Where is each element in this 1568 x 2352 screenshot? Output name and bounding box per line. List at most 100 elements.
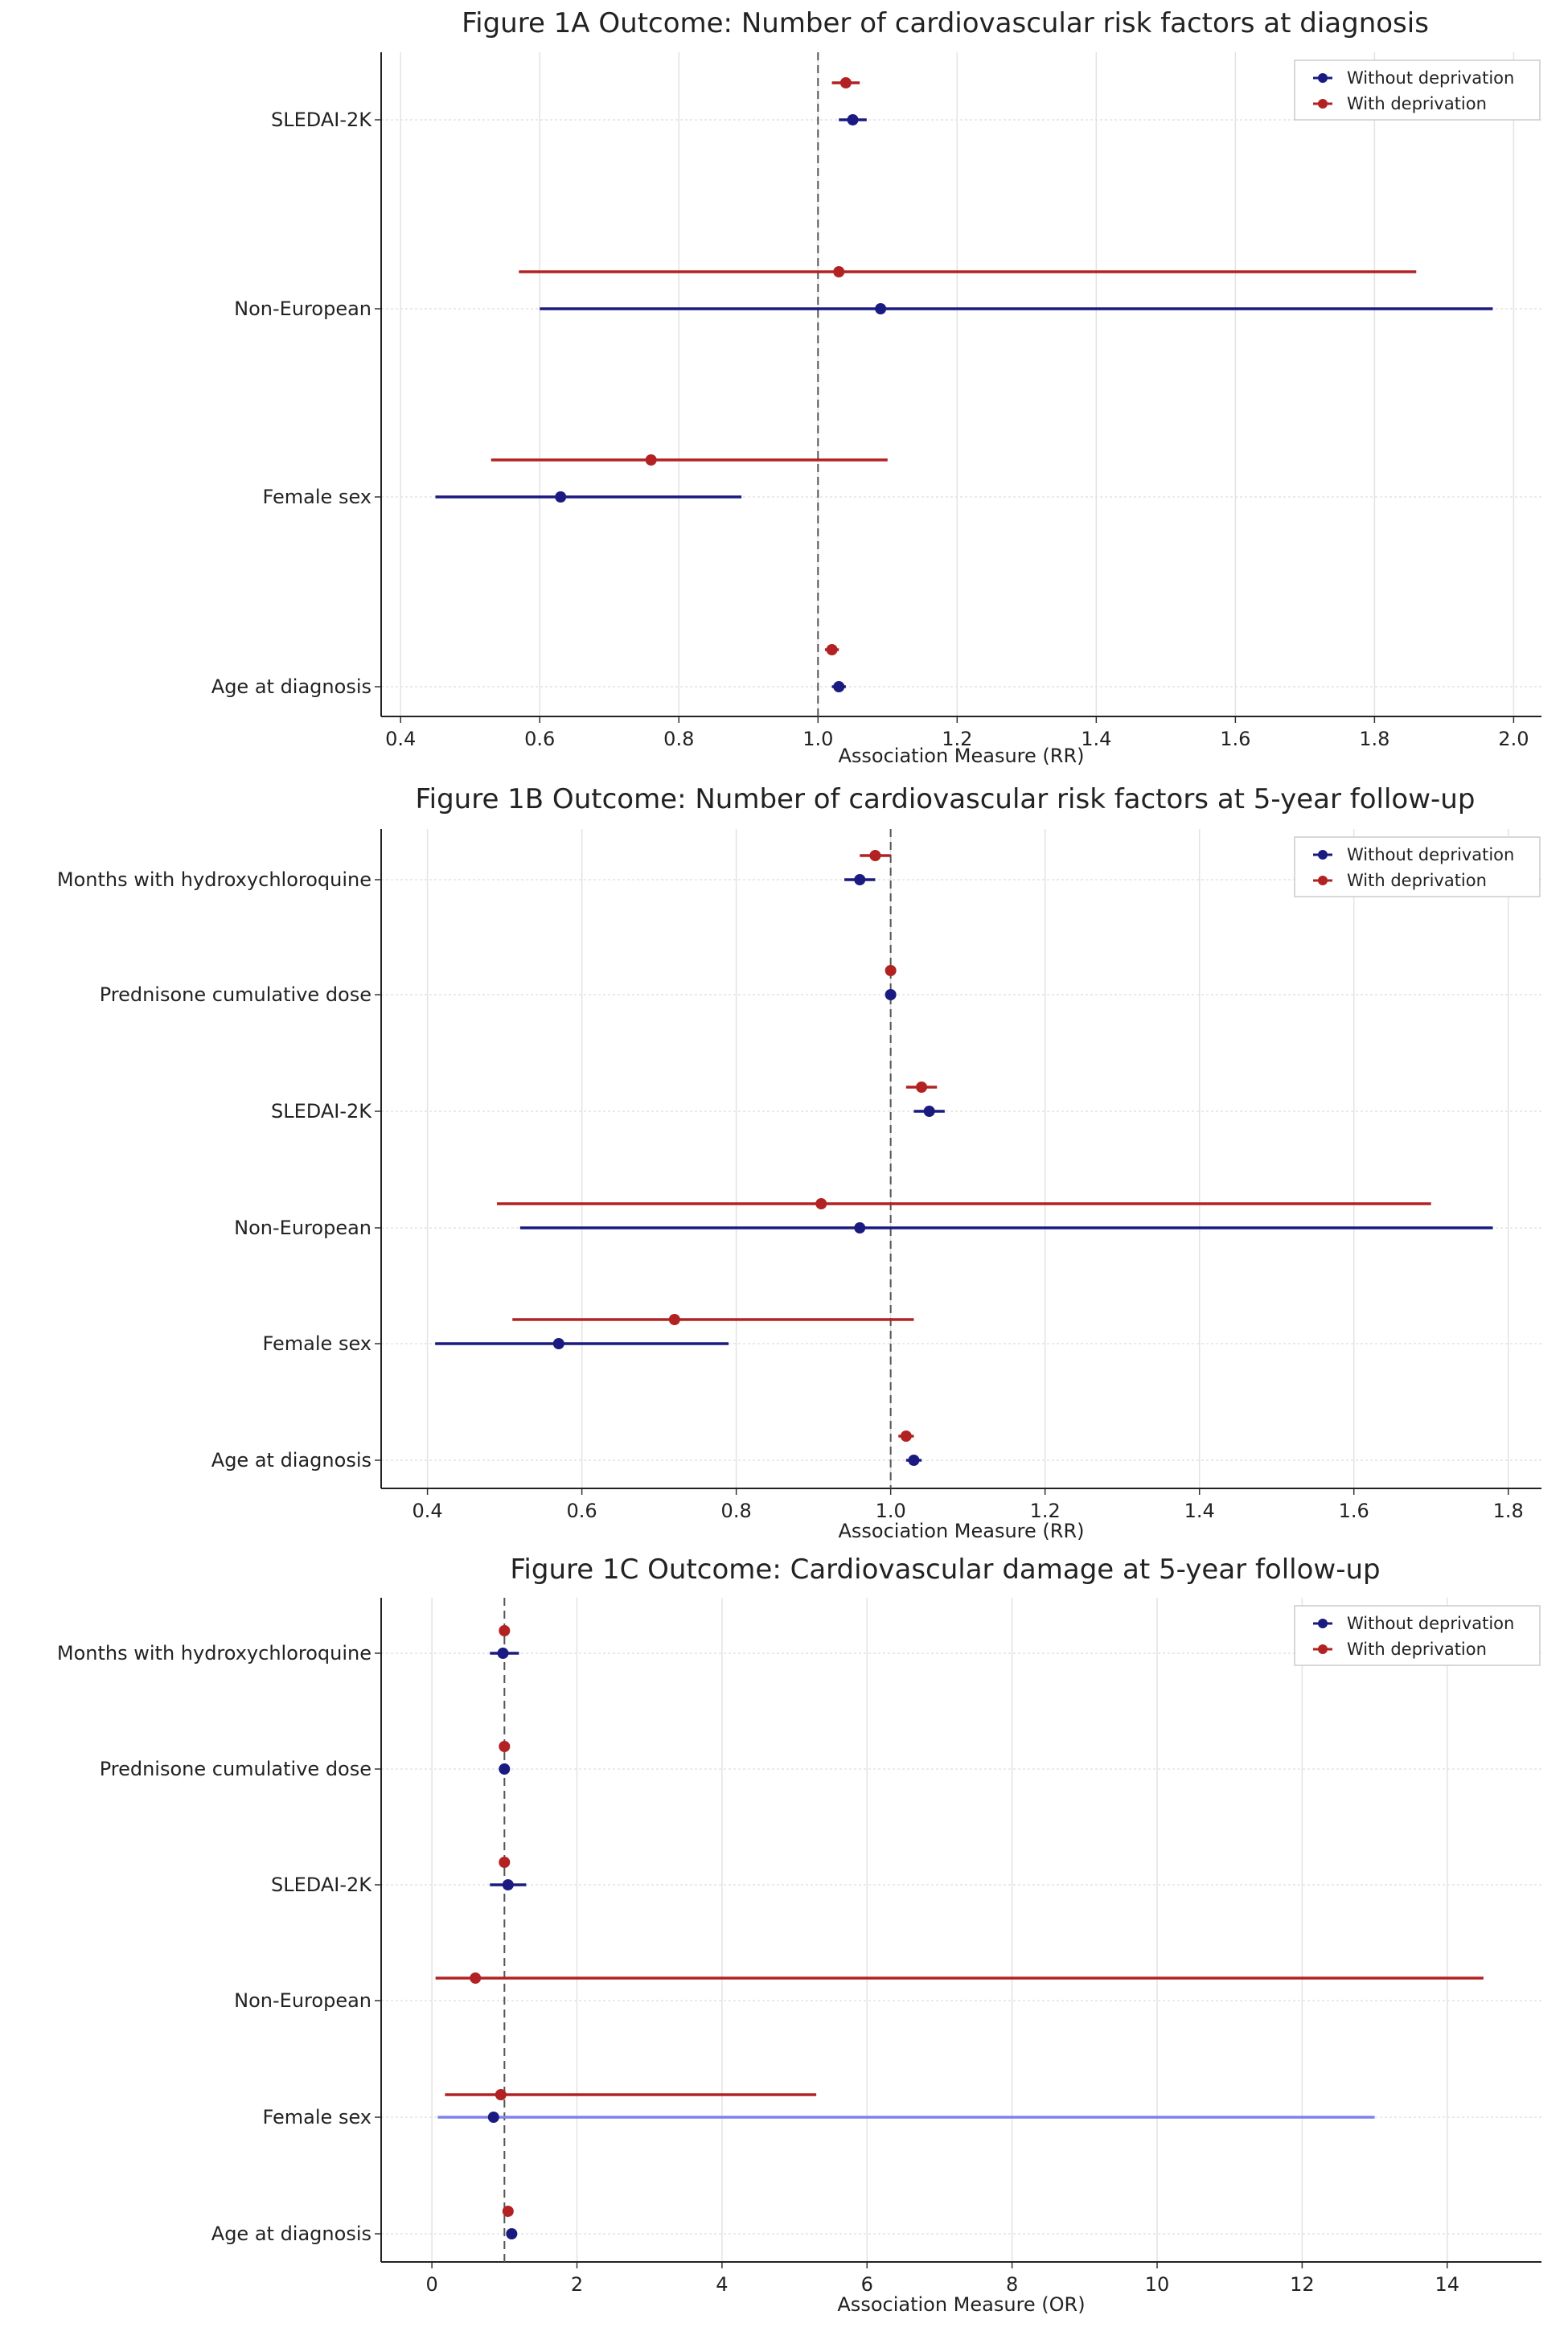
x-tick-label: 2 [571, 2273, 583, 2296]
legend-without-marker [1318, 73, 1328, 83]
without-deprivation-point [497, 1648, 509, 1659]
legend-box [1294, 836, 1541, 897]
x-tick-label: 0.4 [413, 1500, 443, 1522]
x-axis-label: Association Measure (RR) [839, 1520, 1085, 1542]
chart-title: Figure 1C Outcome: Cardiovascular damage… [510, 1554, 1380, 1586]
without-deprivation-point [908, 1455, 920, 1466]
x-axis-label: Association Measure (OR) [837, 2293, 1085, 2316]
y-tick-label: Months with hydroxychloroquine [57, 868, 371, 891]
with-deprivation-point [900, 1430, 912, 1442]
x-tick-label: 0 [425, 2273, 437, 2296]
with-deprivation-point [839, 77, 852, 88]
without-deprivation-point [555, 491, 567, 503]
with-deprivation-point [470, 1972, 482, 1984]
with-deprivation-point [869, 850, 881, 861]
panel-c: Figure 1C Outcome: Cardiovascular damage… [57, 1554, 1541, 2316]
y-tick-label: SLEDAI-2K [271, 1874, 372, 1896]
with-deprivation-point [885, 965, 897, 976]
y-tick-label: Prednisone cumulative dose [100, 983, 371, 1006]
x-tick-label: 4 [716, 2273, 728, 2296]
x-tick-label: 1.0 [876, 1500, 906, 1522]
y-tick-label: Female sex [263, 486, 371, 508]
with-deprivation-point [916, 1082, 928, 1093]
without-deprivation-point [833, 681, 845, 692]
without-deprivation-point [502, 1879, 514, 1890]
legend-with-marker [1318, 99, 1328, 109]
y-tick-label: Female sex [263, 1332, 371, 1355]
with-deprivation-point [815, 1198, 827, 1209]
with-deprivation-point [826, 644, 838, 655]
y-tick-label: Prednisone cumulative dose [100, 1758, 371, 1780]
panel-a: Figure 1A Outcome: Number of cardiovascu… [211, 7, 1541, 767]
without-deprivation-point [854, 1222, 866, 1233]
x-tick-label: 0.4 [385, 728, 416, 750]
with-deprivation-point [499, 1741, 511, 1752]
legend-with-label: With deprivation [1347, 94, 1487, 113]
x-tick-label: 6 [861, 2273, 873, 2296]
legend-box [1294, 1605, 1541, 1666]
legend-without-label: Without deprivation [1347, 1614, 1514, 1633]
legend-with-marker [1318, 1644, 1328, 1654]
x-tick-label: 0.8 [721, 1500, 752, 1522]
y-tick-label: Months with hydroxychloroquine [57, 1642, 371, 1664]
without-deprivation-point [506, 2228, 518, 2239]
legend-without-marker [1318, 1619, 1328, 1628]
y-tick-label: Non-European [234, 1989, 371, 2012]
chart-title: Figure 1B Outcome: Number of cardiovascu… [416, 783, 1476, 815]
x-tick-label: 1.4 [1184, 1500, 1215, 1522]
panel-b: Figure 1B Outcome: Number of cardiovascu… [57, 783, 1541, 1542]
with-deprivation-point [502, 2206, 514, 2217]
without-deprivation-point [487, 2112, 499, 2123]
with-deprivation-point [833, 266, 845, 277]
x-tick-label: 1.8 [1493, 1500, 1524, 1522]
with-deprivation-point [499, 1857, 511, 1868]
x-tick-label: 2.0 [1498, 728, 1529, 750]
with-deprivation-point [668, 1314, 680, 1325]
x-tick-label: 1.6 [1220, 728, 1250, 750]
y-tick-label: Non-European [234, 1217, 371, 1239]
y-tick-label: SLEDAI-2K [271, 109, 372, 131]
x-axis-label: Association Measure (RR) [839, 745, 1085, 767]
y-tick-label: Age at diagnosis [211, 2223, 371, 2245]
y-tick-label: SLEDAI-2K [271, 1100, 372, 1123]
without-deprivation-point [854, 874, 866, 885]
with-deprivation-point [499, 1625, 511, 1636]
legend-with-label: With deprivation [1347, 1640, 1487, 1659]
x-tick-label: 1.4 [1081, 728, 1111, 750]
without-deprivation-point [875, 303, 887, 314]
legend-without-label: Without deprivation [1347, 68, 1514, 88]
without-deprivation-point [847, 114, 859, 125]
legend-without-label: Without deprivation [1347, 845, 1514, 864]
y-tick-label: Age at diagnosis [211, 675, 371, 698]
x-tick-label: 1.2 [1030, 1500, 1061, 1522]
y-tick-label: Female sex [263, 2106, 371, 2128]
without-deprivation-point [885, 989, 897, 1000]
chart-title: Figure 1A Outcome: Number of cardiovascu… [462, 7, 1429, 39]
with-deprivation-point [645, 454, 657, 466]
legend: Without deprivation With deprivation [1294, 1605, 1541, 1666]
x-tick-label: 1.2 [942, 728, 972, 750]
legend: Without deprivation With deprivation [1294, 836, 1541, 897]
without-deprivation-point [499, 1763, 511, 1775]
without-deprivation-point [923, 1106, 935, 1117]
x-tick-label: 0.6 [567, 1500, 597, 1522]
legend-with-marker [1318, 876, 1328, 885]
x-tick-label: 0.8 [663, 728, 694, 750]
y-tick-label: Age at diagnosis [211, 1449, 371, 1472]
x-tick-label: 1.0 [802, 728, 833, 750]
legend-without-marker [1318, 850, 1328, 860]
with-deprivation-point [495, 2089, 507, 2100]
without-deprivation-point [552, 1338, 564, 1349]
x-tick-label: 10 [1145, 2273, 1170, 2296]
legend-box [1294, 60, 1541, 121]
x-tick-label: 8 [1006, 2273, 1018, 2296]
y-tick-label: Non-European [234, 298, 371, 320]
x-tick-label: 0.6 [524, 728, 555, 750]
x-tick-label: 14 [1435, 2273, 1459, 2296]
x-tick-label: 12 [1290, 2273, 1315, 2296]
legend: Without deprivation With deprivation [1294, 60, 1541, 121]
x-tick-label: 1.8 [1359, 728, 1389, 750]
x-tick-label: 1.6 [1339, 1500, 1369, 1522]
legend-with-label: With deprivation [1347, 871, 1487, 890]
